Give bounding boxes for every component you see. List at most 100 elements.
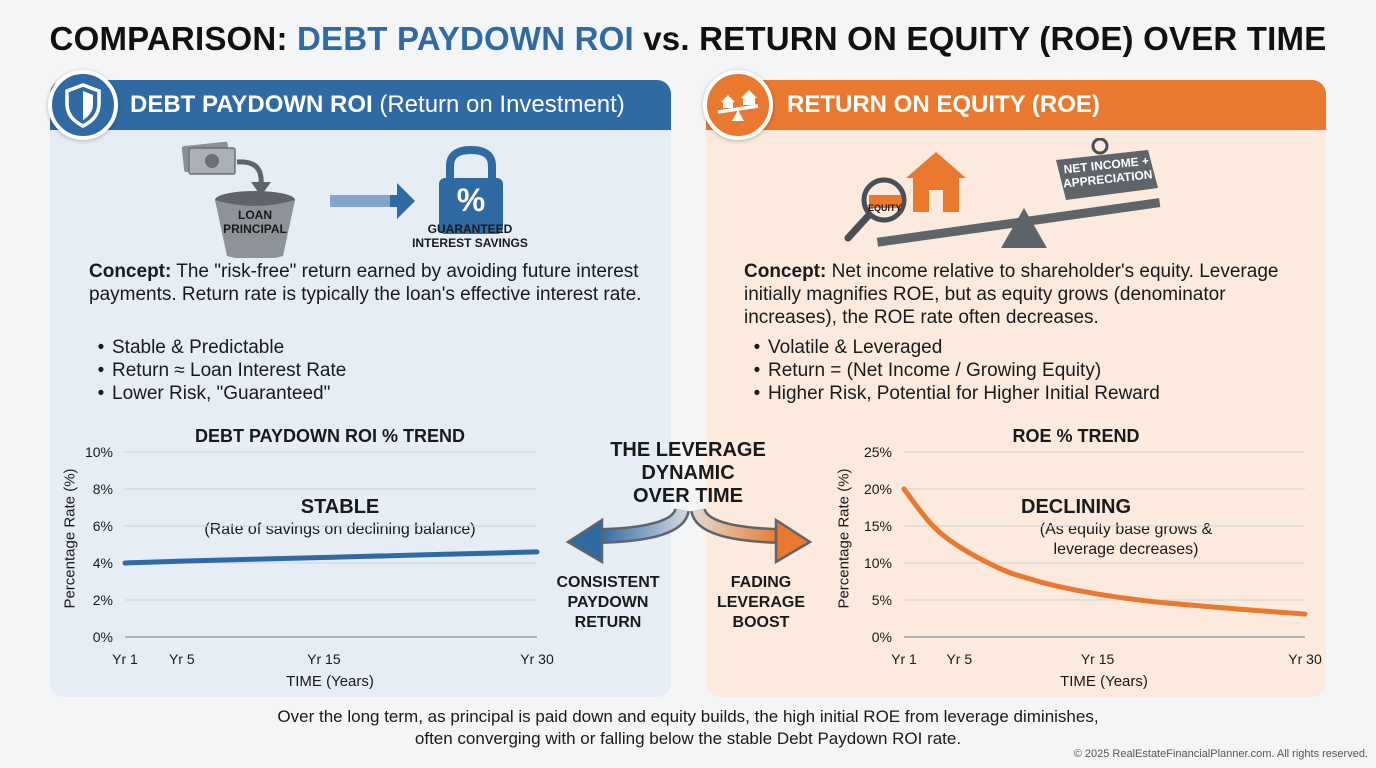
fading-line3: BOOST (732, 614, 790, 631)
roe-concept-text: Net income relative to shareholder's equ… (744, 261, 1279, 328)
lock-label-line1: GUARANTEED (427, 222, 513, 236)
debt-chart-title: DEBT PAYDOWN ROI % TREND (194, 426, 466, 446)
footer-summary: Over the long term, as principal is paid… (0, 706, 1376, 750)
leverage-title-line3: OVER TIME (632, 485, 743, 507)
consistent-line2: PAYDOWN (567, 594, 649, 611)
lock-percent-symbol: % (456, 182, 486, 218)
debt-paydown-bullets: Stable & Predictable Return ≈ Loan Inter… (90, 336, 346, 405)
roe-concept-label: Concept: (744, 261, 827, 282)
debt-paydown-header: DEBT PAYDOWN ROI (Return on Investment) (50, 80, 671, 130)
debt-chart-y-tick-label: 4% (93, 555, 113, 571)
bucket-label-line2: PRINCIPAL (223, 222, 287, 236)
roe-chart-annotation-sub: (As equity base grows & leverage decrease… (1006, 520, 1246, 560)
bucket-label-line1: LOAN (238, 208, 272, 222)
equity-label: EQUITY (868, 203, 902, 213)
roe-chart-annotation-main: DECLINING (1021, 496, 1131, 518)
debt-paydown-concept-label: Concept: (89, 261, 172, 282)
debt-chart-x-tick-label: Yr 1 (112, 651, 138, 667)
debt-paydown-header-light: (Return on Investment) (372, 91, 625, 118)
debt-chart-x-tick-label: Yr 15 (307, 651, 341, 667)
fading-line2: LEVERAGE (716, 594, 805, 611)
seesaw-icon (876, 198, 1161, 248)
debt-paydown-panel: DEBT PAYDOWN ROI (Return on Investment) … (50, 80, 671, 697)
debt-chart-series-line (122, 549, 540, 566)
debt-chart-y-tick-label: 8% (93, 481, 113, 497)
shield-badge (48, 70, 118, 140)
fading-leverage-label: FADING LEVERAGE BOOST (701, 573, 821, 633)
roe-chart-x-tick-label: Yr 30 (1288, 651, 1322, 667)
list-item: Lower Risk, "Guaranteed" (90, 382, 346, 405)
seesaw-houses-badge (703, 70, 773, 140)
house-icon (906, 152, 966, 212)
roe-annotation-sub-line2: leverage decreases) (1053, 541, 1199, 558)
footer-line2: often converging with or falling below t… (414, 729, 962, 748)
title-suffix: vs. RETURN ON EQUITY (ROE) OVER TIME (633, 20, 1327, 57)
roe-bullets: Volatile & Leveraged Return = (Net Incom… (746, 336, 1160, 405)
price-tag-sign-icon (1056, 138, 1158, 200)
seesaw-houses-icon (717, 90, 759, 121)
leverage-dynamic-title: THE LEVERAGE DYNAMIC OVER TIME (588, 439, 788, 508)
roe-panel: RETURN ON EQUITY (ROE) EQUITY NET INCOME… (706, 80, 1326, 697)
debt-chart-annotation-sub: (Rate of savings on declining balance) (204, 521, 476, 538)
roe-chart-title: ROE % TREND (1012, 426, 1140, 446)
roe-chart-x-tick-label: Yr 5 (946, 651, 972, 667)
debt-chart-y-tick-label: 6% (93, 518, 113, 534)
debt-paydown-concept: Concept: The "risk-free" return earned b… (89, 260, 649, 306)
curved-arrow-icon (236, 159, 264, 185)
roe-chart-y-tick-label: 15% (864, 518, 892, 534)
title-highlight: DEBT PAYDOWN ROI (297, 20, 634, 57)
lock-icon (439, 145, 503, 234)
consistent-line3: RETURN (574, 614, 642, 631)
roe-chart-y-tick-label: 25% (864, 444, 892, 460)
right-arrow-icon (390, 183, 415, 219)
roe-concept: Concept: Net income relative to sharehol… (744, 260, 1319, 329)
roe-chart-x-tick-label: Yr 1 (891, 651, 917, 667)
footer-line1: Over the long term, as principal is paid… (277, 707, 1099, 726)
roe-header-text: RETURN ON EQUITY (ROE) (787, 91, 1100, 118)
roe-chart-x-tick-label: Yr 15 (1081, 651, 1115, 667)
roe-chart-xlabel: TIME (Years) (1060, 673, 1148, 690)
lock-label-line2: INTEREST SAVINGS (412, 236, 528, 250)
roe-illustration (844, 138, 1161, 248)
debt-paydown-illustration (181, 141, 503, 258)
copyright-notice: © 2025 RealEstateFinancialPlanner.com. A… (1073, 748, 1368, 760)
roe-chart-y-tick-label: 20% (864, 481, 892, 497)
right-arrow-icon (774, 517, 813, 565)
consistent-paydown-label: CONSISTENT PAYDOWN RETURN (548, 573, 668, 633)
debt-paydown-concept-text: The "risk-free" return earned by avoidin… (89, 261, 642, 305)
shield-icon (65, 83, 101, 128)
debt-chart-xlabel: TIME (Years) (286, 673, 374, 690)
leverage-split-arrows (565, 507, 813, 565)
debt-paydown-header-bold: DEBT PAYDOWN ROI (130, 91, 373, 118)
debt-chart-x-tick-label: Yr 5 (169, 651, 195, 667)
cash-icon (181, 141, 236, 175)
roe-chart-y-tick-label: 5% (872, 592, 892, 608)
debt-chart-y-tick-label: 10% (85, 444, 113, 460)
title-prefix: COMPARISON: (49, 20, 297, 57)
left-arrow-icon (565, 517, 604, 565)
roe-annotation-sub-line1: (As equity base grows & (1039, 521, 1213, 538)
lock-label: GUARANTEED INTEREST SAVINGS (400, 222, 540, 250)
bucket-icon (215, 191, 295, 258)
fading-line1: FADING (730, 574, 792, 591)
leverage-title-line1: THE LEVERAGE (610, 439, 766, 461)
consistent-line1: CONSISTENT (556, 574, 660, 591)
list-item: Return ≈ Loan Interest Rate (90, 359, 346, 382)
page-title: COMPARISON: DEBT PAYDOWN ROI vs. RETURN … (0, 20, 1376, 58)
roe-chart-y-tick-label: 0% (872, 629, 892, 645)
list-item: Return = (Net Income / Growing Equity) (746, 359, 1160, 382)
roe-chart-series-line (901, 486, 1308, 617)
debt-paydown-header-text: DEBT PAYDOWN ROI (Return on Investment) (130, 91, 625, 119)
debt-chart-y-tick-label: 0% (93, 629, 113, 645)
bucket-label: LOAN PRINCIPAL (220, 208, 290, 236)
roe-header: RETURN ON EQUITY (ROE) (706, 80, 1326, 130)
debt-chart-y-tick-label: 2% (93, 592, 113, 608)
arrow-shaft (330, 195, 400, 207)
list-item: Higher Risk, Potential for Higher Initia… (746, 382, 1160, 405)
magnifier-icon (844, 177, 907, 242)
leverage-title-line2: DYNAMIC (641, 462, 735, 484)
debt-chart-annotation-main: STABLE (300, 496, 380, 518)
debt-chart-x-tick-label: Yr 30 (520, 651, 554, 667)
